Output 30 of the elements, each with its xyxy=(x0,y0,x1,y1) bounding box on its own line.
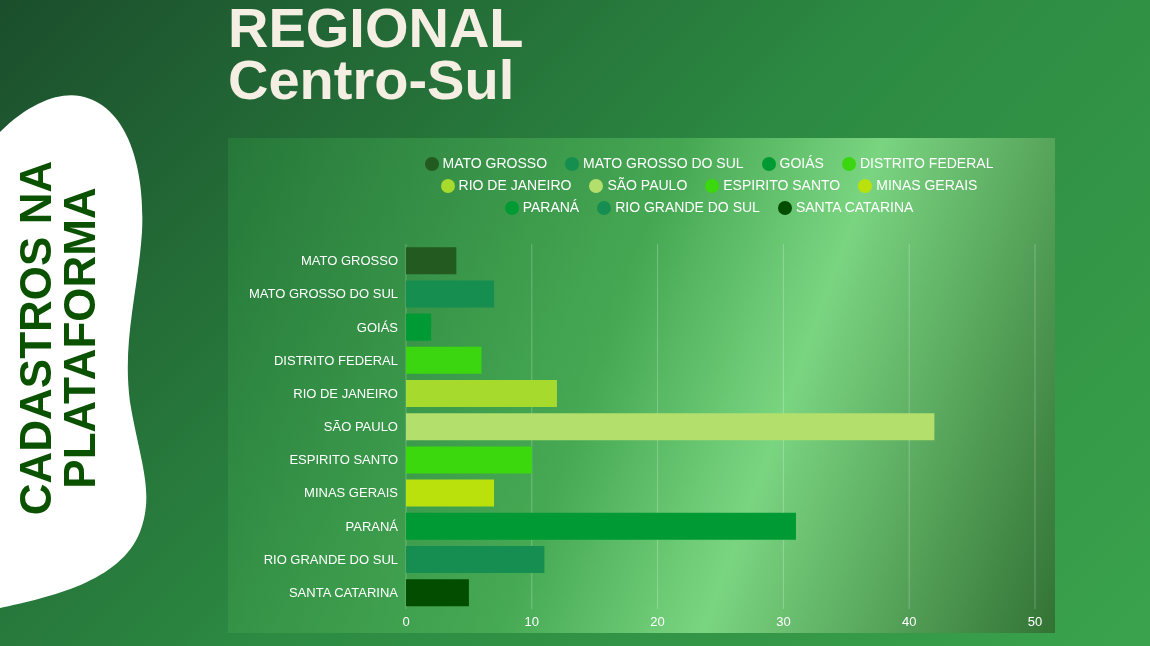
legend-label: RIO DE JANEIRO xyxy=(458,177,572,193)
y-tick-label: RIO DE JANEIRO xyxy=(293,385,398,401)
y-tick-label: RIO GRANDE DO SUL xyxy=(263,551,398,567)
y-tick-label: MATO GROSSO DO SUL xyxy=(248,286,398,302)
x-tick-label: 40 xyxy=(901,614,917,630)
legend-label: SÃO PAULO xyxy=(607,177,688,193)
y-tick-label: ESPIRITO SANTO xyxy=(289,452,398,468)
legend-label: ESPIRITO SANTO xyxy=(723,177,841,193)
legend-label: MINAS GERAIS xyxy=(876,177,978,193)
legend-label: SANTA CATARINA xyxy=(795,199,914,215)
x-tick-label: 50 xyxy=(1027,614,1043,630)
x-tick-label: 0 xyxy=(402,614,410,630)
x-tick-label: 30 xyxy=(776,614,791,630)
legend-label: DISTRITO FEDERAL xyxy=(859,155,994,171)
y-tick-label: SANTA CATARINA xyxy=(288,585,399,601)
y-tick-label: DISTRITO FEDERAL xyxy=(273,352,398,368)
chart-title: REGIONAL Centro-Sul xyxy=(228,0,524,111)
legend-label: RIO GRANDE DO SUL xyxy=(615,199,760,215)
y-tick-label: MATO GROSSO xyxy=(300,253,398,269)
legend-label: MATO GROSSO xyxy=(442,155,548,171)
legend-label: MATO GROSSO DO SUL xyxy=(583,155,744,171)
text: CADASTROS NA PLATAFORMA xyxy=(11,159,104,518)
y-tick-label: PARANÁ xyxy=(345,518,399,534)
x-tick-label: 10 xyxy=(524,614,540,630)
x-tick-label: 20 xyxy=(650,614,665,630)
legend-label: GOIÁS xyxy=(779,155,824,171)
y-tick-label: GOIÁS xyxy=(356,319,399,335)
y-tick-label: SÃO PAULO xyxy=(323,419,398,435)
legend-label: PARANÁ xyxy=(522,199,580,215)
y-tick-label: MINAS GERAIS xyxy=(304,485,399,501)
